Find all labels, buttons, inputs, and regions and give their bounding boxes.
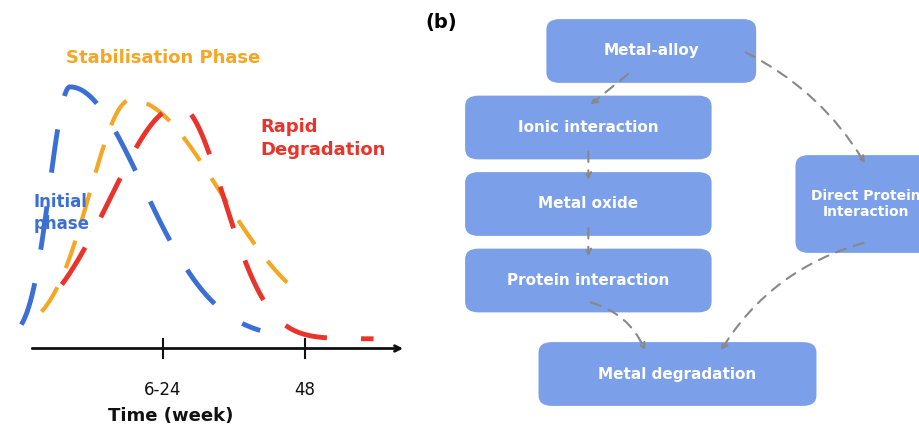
Text: Metal oxide: Metal oxide xyxy=(538,196,638,212)
FancyBboxPatch shape xyxy=(465,96,710,159)
Text: Stabilisation Phase: Stabilisation Phase xyxy=(66,49,260,67)
Text: Metal degradation: Metal degradation xyxy=(597,366,755,382)
Text: Initial
phase: Initial phase xyxy=(33,193,89,233)
Text: Metal-alloy: Metal-alloy xyxy=(603,43,698,59)
Text: 48: 48 xyxy=(294,381,315,399)
FancyBboxPatch shape xyxy=(538,342,815,406)
FancyBboxPatch shape xyxy=(465,172,710,236)
FancyBboxPatch shape xyxy=(795,155,919,253)
FancyBboxPatch shape xyxy=(465,249,710,312)
Text: 6-24: 6-24 xyxy=(144,381,182,399)
Text: Direct Protein
Interaction: Direct Protein Interaction xyxy=(811,189,919,219)
Text: Time (week): Time (week) xyxy=(108,407,233,425)
FancyBboxPatch shape xyxy=(546,19,755,83)
Text: Protein interaction: Protein interaction xyxy=(506,273,669,288)
Text: (b): (b) xyxy=(425,13,457,32)
Text: Ionic interaction: Ionic interaction xyxy=(517,120,658,135)
Text: Rapid
Degradation: Rapid Degradation xyxy=(260,119,385,159)
